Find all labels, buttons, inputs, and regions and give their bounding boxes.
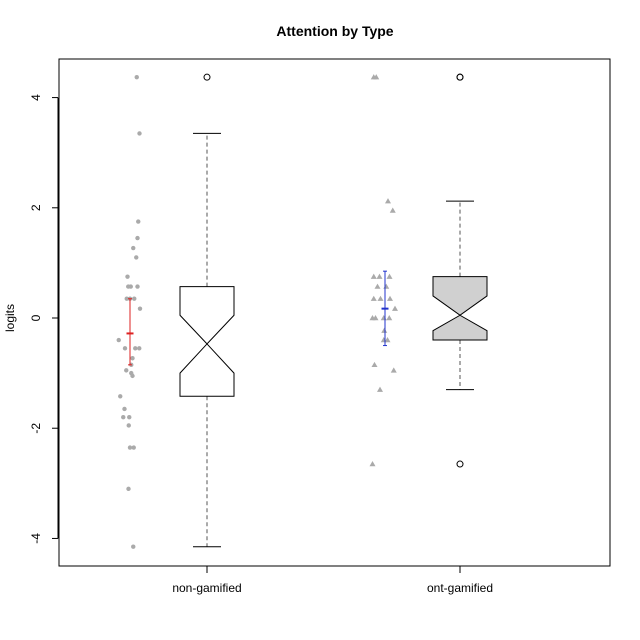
data-point	[118, 394, 123, 399]
data-point	[136, 219, 141, 224]
box-0	[179, 73, 235, 548]
data-point	[134, 74, 139, 80]
data-point	[377, 295, 384, 301]
y-axis-label: logits	[3, 304, 17, 332]
data-point	[386, 315, 393, 321]
data-point	[371, 361, 378, 368]
data-point	[373, 74, 380, 80]
mean-ci-1	[381, 270, 389, 347]
data-point	[370, 273, 377, 279]
data-point	[383, 283, 390, 289]
data-point	[134, 255, 139, 260]
notched-box	[432, 276, 488, 341]
data-point	[372, 315, 379, 321]
data-point	[124, 296, 129, 301]
data-point	[127, 415, 132, 420]
data-point	[131, 445, 136, 450]
notched-box	[179, 286, 235, 397]
mean-ci-0	[126, 298, 134, 366]
data-point	[380, 337, 387, 343]
data-point	[137, 306, 143, 311]
data-point	[390, 367, 397, 373]
data-point	[126, 486, 131, 492]
jitter-series-0	[116, 74, 143, 549]
data-point	[385, 198, 391, 204]
data-point	[131, 245, 136, 251]
data-point	[121, 415, 126, 420]
outlier-point	[456, 73, 464, 81]
data-point	[133, 346, 138, 351]
data-point	[128, 284, 133, 289]
data-point	[392, 305, 398, 311]
data-point	[116, 337, 121, 343]
plot-layer	[116, 73, 488, 549]
x-tick-label: non-gamified	[172, 581, 241, 595]
outlier-point	[203, 73, 211, 81]
data-point	[126, 423, 131, 428]
chart-title: Attention by Type	[276, 23, 393, 39]
data-point	[130, 373, 135, 379]
data-point	[122, 406, 127, 412]
data-point	[374, 283, 381, 289]
data-point	[135, 284, 140, 289]
data-point	[387, 295, 393, 301]
data-point	[381, 327, 388, 333]
data-point	[130, 356, 135, 361]
x-axis: non-gamified ont-gamified	[172, 565, 493, 595]
outlier-point	[456, 460, 464, 468]
data-point	[131, 544, 136, 549]
y-tick-label: 0	[29, 314, 43, 321]
y-tick-label: 2	[29, 204, 43, 211]
data-point	[132, 296, 137, 301]
jitter-series-1	[369, 74, 398, 467]
plot-frame	[58, 58, 611, 567]
box-1	[432, 73, 488, 468]
y-tick-label: -2	[29, 423, 43, 434]
data-point	[135, 235, 140, 241]
y-axis: -4 -2 0 2 4	[29, 94, 59, 544]
data-point	[377, 386, 383, 392]
data-point	[137, 346, 142, 351]
y-tick-label: -4	[29, 533, 43, 544]
data-point	[389, 207, 396, 213]
data-point	[127, 445, 133, 450]
data-point	[125, 274, 130, 279]
x-tick-label: ont-gamified	[427, 581, 493, 595]
data-point	[137, 131, 142, 136]
data-point	[370, 295, 377, 301]
data-point	[122, 346, 128, 351]
data-point	[124, 368, 129, 373]
data-point	[386, 273, 393, 279]
data-point	[380, 315, 387, 321]
y-tick-label: 4	[29, 94, 43, 101]
data-point	[376, 273, 383, 279]
data-point	[369, 461, 376, 467]
